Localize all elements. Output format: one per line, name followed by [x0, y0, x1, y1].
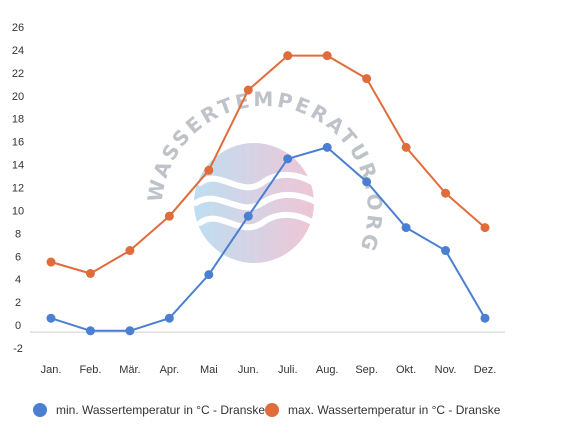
legend-marker [265, 403, 279, 417]
data-point [401, 142, 411, 152]
data-point [46, 257, 56, 267]
legend-item: min. Wassertemperatur in °C - Dranske [33, 403, 265, 417]
x-tick-label: Mär. [119, 364, 140, 376]
series-1 [46, 142, 490, 336]
data-point [164, 313, 174, 323]
data-point [283, 51, 293, 61]
data-point [480, 313, 490, 323]
y-tick-label: 18 [12, 114, 24, 126]
y-tick-label: 2 [15, 297, 21, 309]
y-tick-label: 14 [12, 160, 24, 172]
x-tick-label: Jun. [238, 364, 259, 376]
watermark-waves-icon [193, 172, 319, 231]
y-tick-label: 4 [15, 274, 21, 286]
x-tick-label: Apr. [160, 364, 180, 376]
x-tick-label: Aug. [316, 364, 339, 376]
data-point [283, 154, 293, 164]
data-point [125, 326, 135, 336]
y-tick-label: 8 [15, 228, 21, 240]
x-tick-label: Sep. [355, 364, 378, 376]
series-line [50, 54, 486, 275]
y-tick-label: 10 [12, 205, 24, 217]
data-point [362, 177, 372, 187]
x-tick-label: Nov. [435, 364, 457, 376]
series-layer [46, 51, 490, 336]
y-tick-label: 26 [12, 22, 24, 34]
x-tick-label: Okt. [396, 364, 416, 376]
y-tick-label: -2 [13, 343, 23, 355]
data-point [362, 74, 372, 84]
watermark-circle [194, 143, 314, 263]
legend-label: max. Wassertemperatur in °C - Dranske [288, 403, 501, 417]
legend-label: min. Wassertemperatur in °C - Dranske [56, 403, 265, 417]
data-point [46, 313, 56, 323]
x-tick-label: Jan. [41, 364, 62, 376]
data-point [480, 223, 490, 233]
legend-item: max. Wassertemperatur in °C - Dranske [265, 403, 501, 417]
series-2 [46, 51, 490, 278]
y-tick-label: 22 [12, 68, 24, 80]
y-tick-label: 0 [15, 320, 21, 332]
data-point [85, 326, 95, 336]
data-point [243, 211, 253, 221]
y-tick-label: 16 [12, 137, 24, 149]
x-tick-label: Dez. [474, 364, 497, 376]
data-point [322, 51, 332, 61]
legend: min. Wassertemperatur in °C - Dranske max… [33, 403, 501, 417]
series-line [50, 146, 486, 332]
data-point [204, 165, 214, 175]
x-tick-label: Juli. [278, 364, 298, 376]
data-point [243, 85, 253, 95]
x-tick-label: Feb. [79, 364, 101, 376]
data-point [85, 268, 95, 278]
data-point [441, 188, 451, 198]
watermark-logo: WASSERTEMPERATUR.ORG [143, 87, 384, 263]
legend-marker [33, 403, 47, 417]
y-tick-label: 24 [12, 45, 24, 57]
data-point [125, 246, 135, 256]
x-axis: Jan. Feb. Mär. Apr. Mai Jun. Juli. Aug. Sep. Okt.… [41, 364, 497, 376]
data-point [164, 211, 174, 221]
x-tick-label: Mai [200, 364, 218, 376]
y-tick-label: 20 [12, 91, 24, 103]
y-tick-label: 12 [12, 183, 24, 195]
data-point [401, 223, 411, 233]
data-point [441, 246, 451, 256]
data-point [204, 270, 214, 280]
y-tick-label: 6 [15, 251, 21, 263]
data-point [322, 142, 332, 152]
